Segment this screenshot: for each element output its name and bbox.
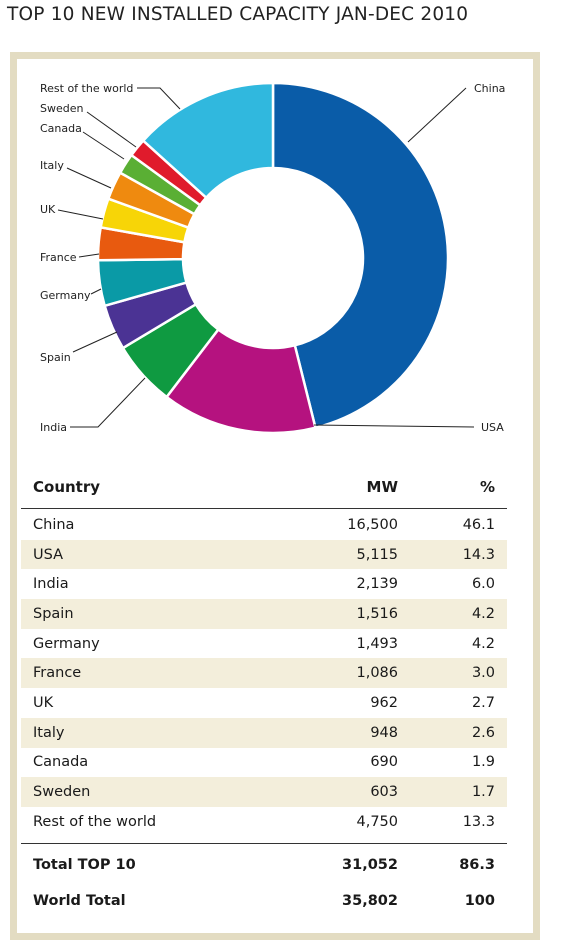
country-cell: Spain	[33, 605, 74, 622]
chart-title: TOP 10 NEW INSTALLED CAPACITY JAN-DEC 20…	[7, 4, 469, 25]
mw-cell: 948	[370, 724, 398, 741]
header-mw: MW	[366, 478, 398, 496]
table-totals: Total TOP 10 31,052 86.3 World Total 35,802 1…	[21, 842, 507, 919]
table-row: Italy 948 2.6	[21, 717, 507, 748]
slice-label: France	[40, 251, 77, 264]
total-mw-cell: 31,052	[342, 856, 398, 873]
country-cell: Germany	[33, 635, 100, 652]
total-mw-cell: 35,802	[342, 892, 398, 909]
leader-line	[137, 87, 181, 110]
mw-cell: 1,516	[356, 605, 398, 622]
percent-cell: 3.0	[471, 665, 495, 682]
mw-cell: 2,139	[356, 576, 398, 593]
percent-cell: 6.0	[471, 576, 495, 593]
donut-chart: China USA India Spain Germany France UK Italy Ca…	[40, 81, 505, 435]
slice-label: Rest of the world	[40, 82, 133, 95]
country-cell: UK	[33, 694, 54, 711]
slice-label: UK	[40, 203, 56, 216]
percent-cell: 2.6	[471, 724, 495, 741]
slice-label: Spain	[40, 351, 71, 364]
leader-line	[70, 377, 146, 428]
table-row: USA 5,115 14.3	[21, 539, 507, 570]
table-header: Country MW %	[21, 466, 507, 509]
mw-cell: 962	[370, 694, 398, 711]
slice-label: Sweden	[40, 102, 83, 115]
percent-cell: 46.1	[462, 516, 495, 533]
country-cell: Canada	[33, 754, 89, 771]
percent-cell: 4.2	[471, 605, 495, 622]
capacity-table: Country MW % China 16,500 46.1 USA 5,115 14.3…	[21, 466, 507, 919]
slice-label: China	[474, 82, 505, 95]
slice-label: Italy	[40, 159, 64, 172]
percent-cell: 1.7	[471, 784, 495, 801]
mw-cell: 16,500	[347, 516, 398, 533]
total-percent-cell: 86.3	[459, 856, 495, 873]
table-row: Sweden 603 1.7	[21, 777, 507, 807]
mw-cell: 690	[370, 754, 398, 771]
table-row: UK 962 2.7	[21, 688, 507, 718]
table-row: Canada 690 1.9	[21, 748, 507, 778]
table-row: China 16,500 46.1	[21, 510, 507, 540]
percent-cell: 1.9	[471, 754, 495, 771]
leader-line	[57, 209, 104, 220]
mw-cell: 5,115	[356, 546, 398, 563]
mw-cell: 1,493	[356, 635, 398, 652]
leader-line	[90, 288, 102, 295]
table-row: Spain 1,516 4.2	[21, 599, 507, 629]
table-row: France 1,086 3.0	[21, 658, 507, 689]
total-percent-cell: 100	[464, 892, 495, 909]
leader-line	[313, 424, 475, 428]
slice-china	[271, 81, 450, 430]
slice-rest-of-the-world	[141, 81, 275, 200]
header-country: Country	[33, 478, 101, 496]
slice-label: Canada	[40, 122, 82, 135]
percent-cell: 14.3	[462, 546, 495, 563]
mw-cell: 4,750	[356, 813, 398, 830]
leader-line	[407, 87, 467, 143]
total-top10-row: Total TOP 10 31,052 86.3	[21, 847, 507, 883]
percent-cell: 2.7	[471, 694, 495, 711]
slice-label: Germany	[40, 289, 91, 302]
table-row: Germany 1,493 4.2	[21, 629, 507, 659]
country-cell: Rest of the world	[33, 813, 157, 830]
country-cell: USA	[33, 546, 64, 563]
mw-cell: 603	[370, 784, 398, 801]
country-cell: Sweden	[33, 784, 91, 801]
country-cell: China	[33, 516, 75, 533]
percent-cell: 13.3	[462, 813, 495, 830]
leader-line	[78, 253, 100, 258]
slice-label: USA	[481, 421, 504, 434]
slice-label: India	[40, 421, 67, 434]
percent-cell: 4.2	[471, 635, 495, 652]
table-row: Rest of the world 4,750 13.3	[21, 807, 507, 837]
country-cell: France	[33, 665, 82, 682]
total-label-cell: Total TOP 10	[33, 856, 136, 873]
table-row: India 2,139 6.0	[21, 569, 507, 599]
table-body: China 16,500 46.1 USA 5,115 14.3 India 2,139 6.0…	[21, 509, 507, 837]
leader-line	[66, 167, 112, 189]
world-total-row: World Total 35,802 100	[21, 883, 507, 919]
country-cell: India	[33, 576, 69, 593]
leader-line	[86, 111, 137, 148]
total-label-cell: World Total	[33, 892, 126, 909]
leader-line	[82, 131, 125, 160]
mw-cell: 1,086	[356, 665, 398, 682]
country-cell: Italy	[33, 724, 65, 741]
leader-line	[72, 331, 118, 353]
header-percent: %	[479, 478, 495, 496]
